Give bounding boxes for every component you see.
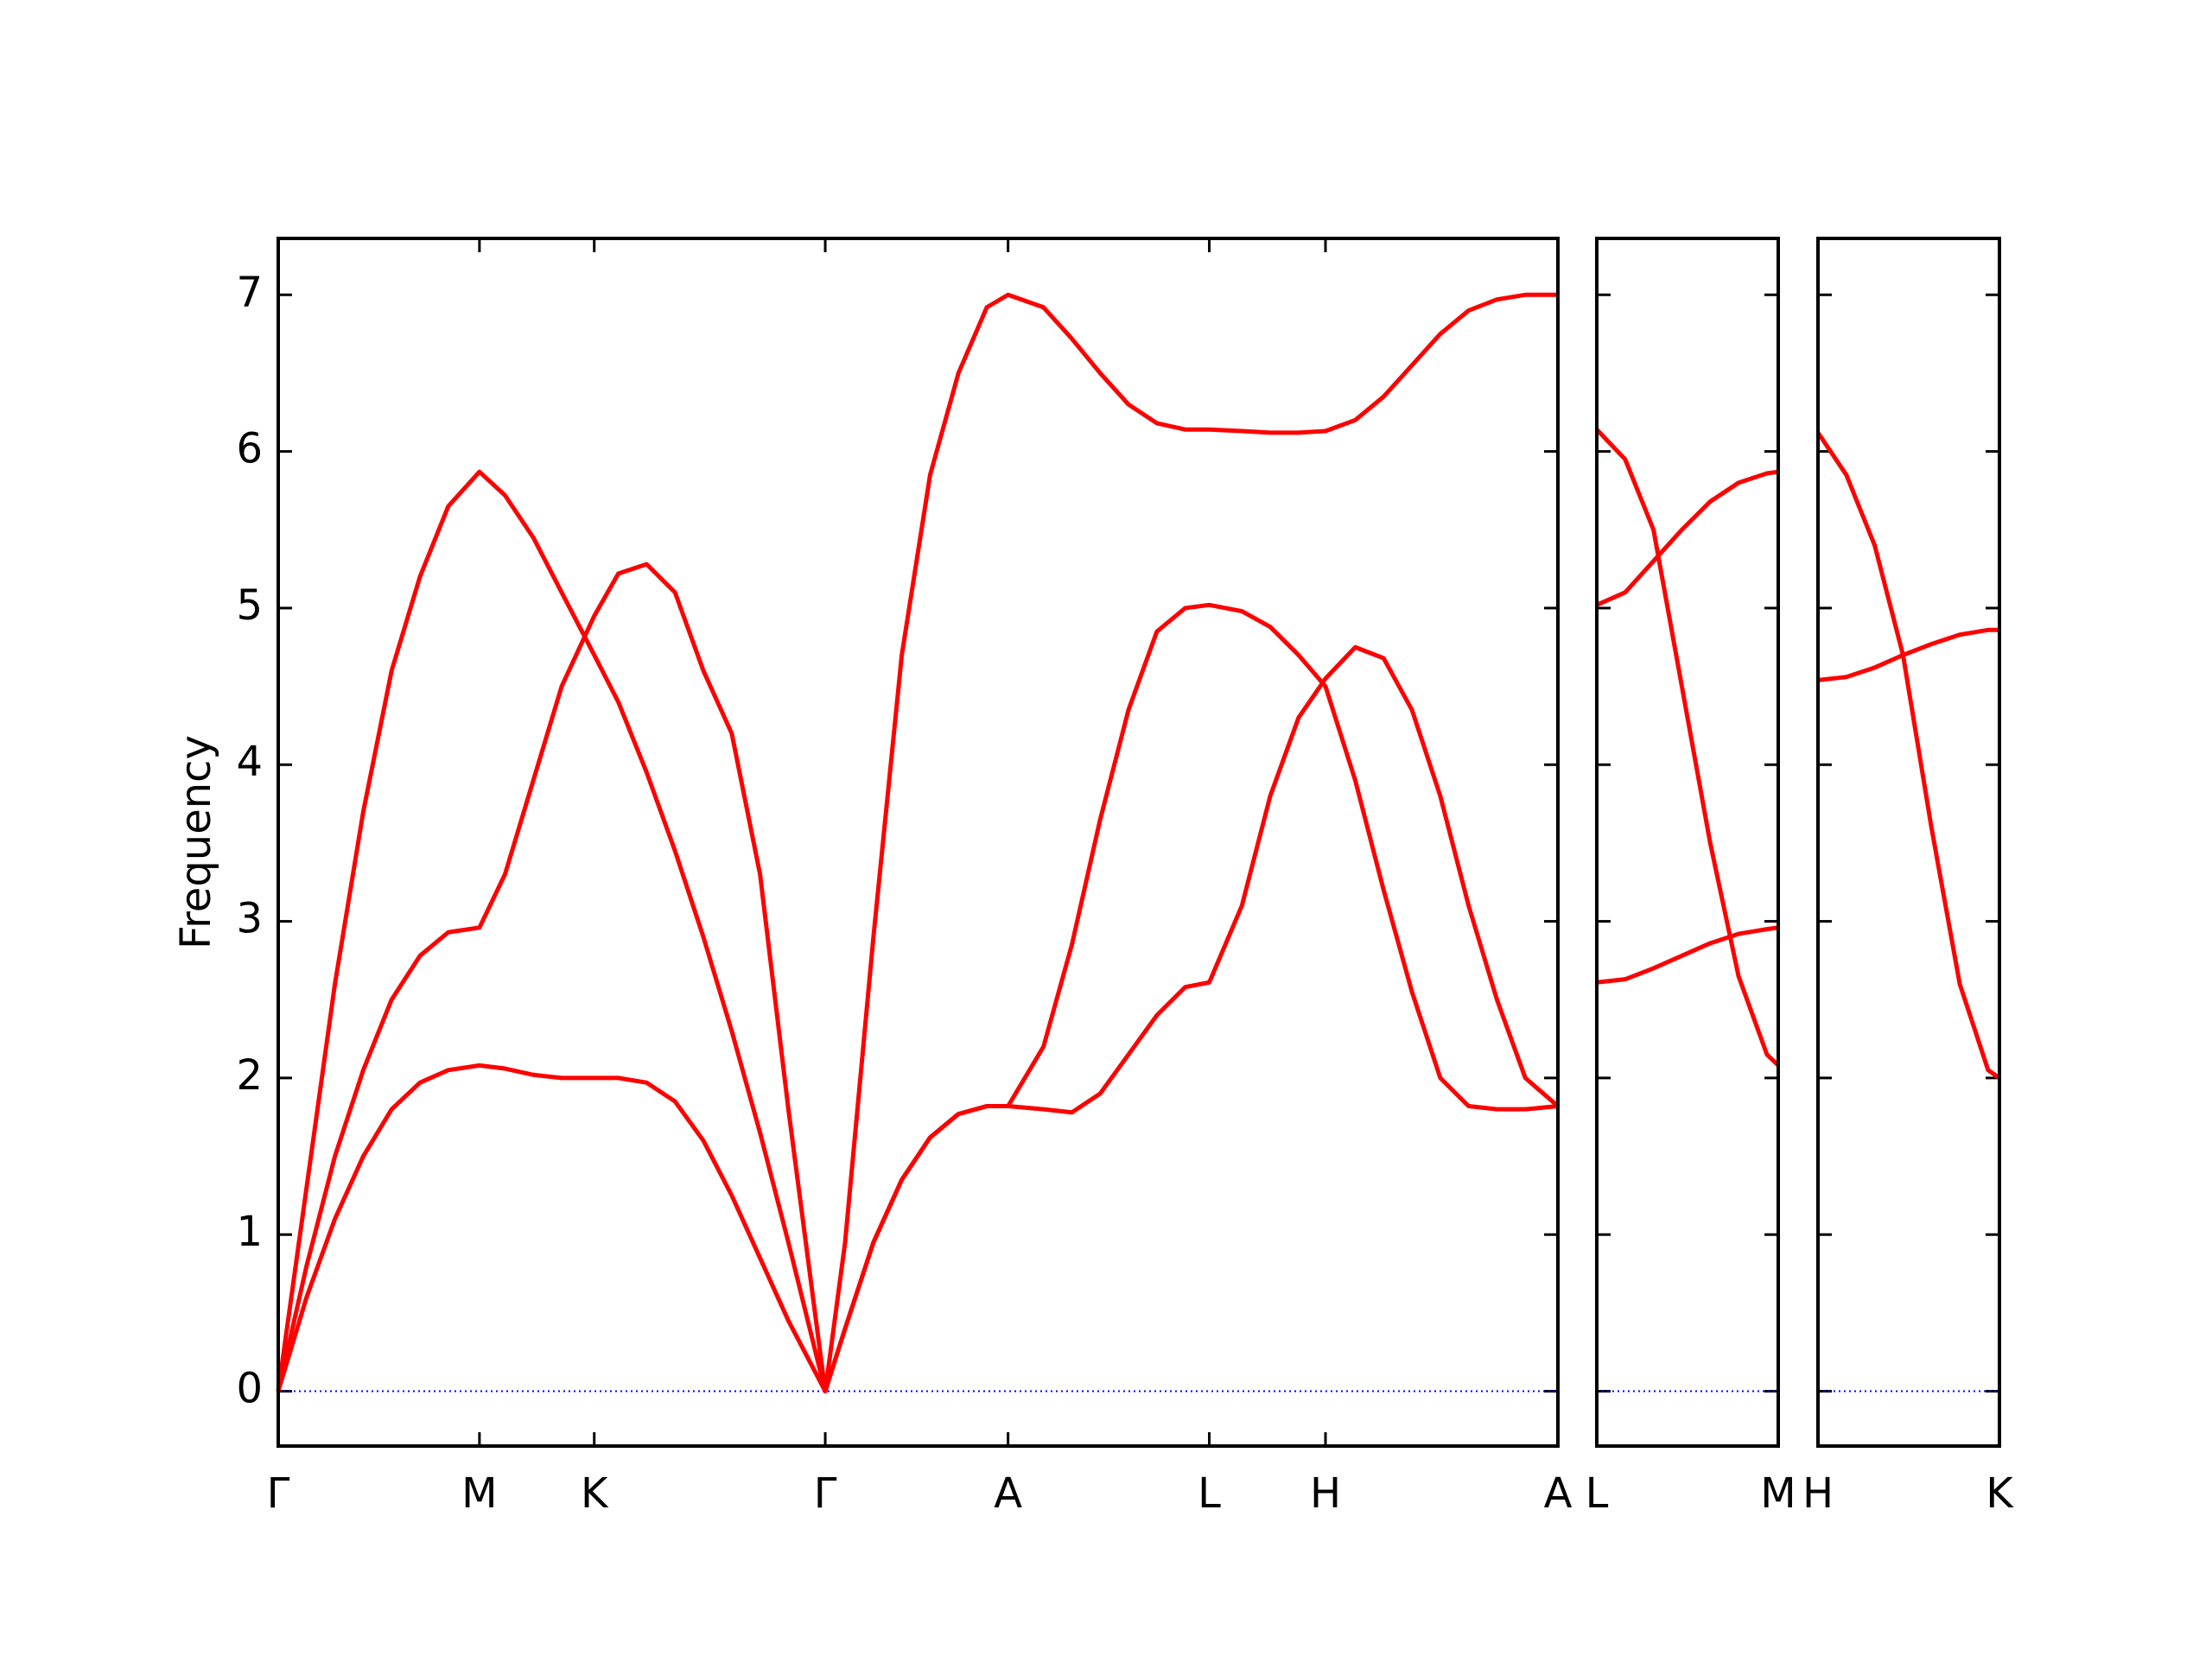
plot-frame xyxy=(1595,237,1780,1448)
x-tick-label: M xyxy=(461,1469,497,1518)
x-tick-label: H xyxy=(1310,1469,1341,1518)
x-tick-label: A xyxy=(1544,1469,1573,1518)
x-tick-label: Γ xyxy=(267,1469,290,1518)
y-tick-label: 4 xyxy=(236,738,263,786)
x-tick-label: Γ xyxy=(814,1469,837,1518)
x-tick-label: H xyxy=(1802,1469,1834,1518)
band-line xyxy=(1595,469,1779,607)
x-tick-label: A xyxy=(994,1469,1022,1518)
y-tick-label: 1 xyxy=(236,1208,263,1256)
x-tick-label: K xyxy=(1986,1469,2014,1518)
y-tick-label: 6 xyxy=(236,425,263,473)
y-tick-label: 7 xyxy=(236,268,263,316)
y-tick-label: 0 xyxy=(236,1365,263,1413)
x-tick-label: L xyxy=(1586,1469,1609,1518)
band-line xyxy=(1596,925,1779,985)
y-axis-label: Frequency xyxy=(172,735,220,949)
band-line xyxy=(276,644,1560,1394)
plot-frame xyxy=(276,237,1560,1448)
x-tick-label: M xyxy=(1760,1469,1796,1518)
band-line xyxy=(276,561,1559,1394)
band-line xyxy=(1595,428,1780,1068)
x-tick-label: L xyxy=(1198,1469,1221,1518)
plot-frame xyxy=(1816,237,2001,1448)
y-tick-label: 5 xyxy=(236,581,263,630)
y-tick-label: 3 xyxy=(236,895,263,943)
x-tick-label: K xyxy=(581,1469,609,1518)
band-line xyxy=(276,292,1558,1394)
band-line xyxy=(1815,431,2001,1080)
y-tick-label: 2 xyxy=(236,1051,263,1100)
band-line xyxy=(1817,627,1999,682)
